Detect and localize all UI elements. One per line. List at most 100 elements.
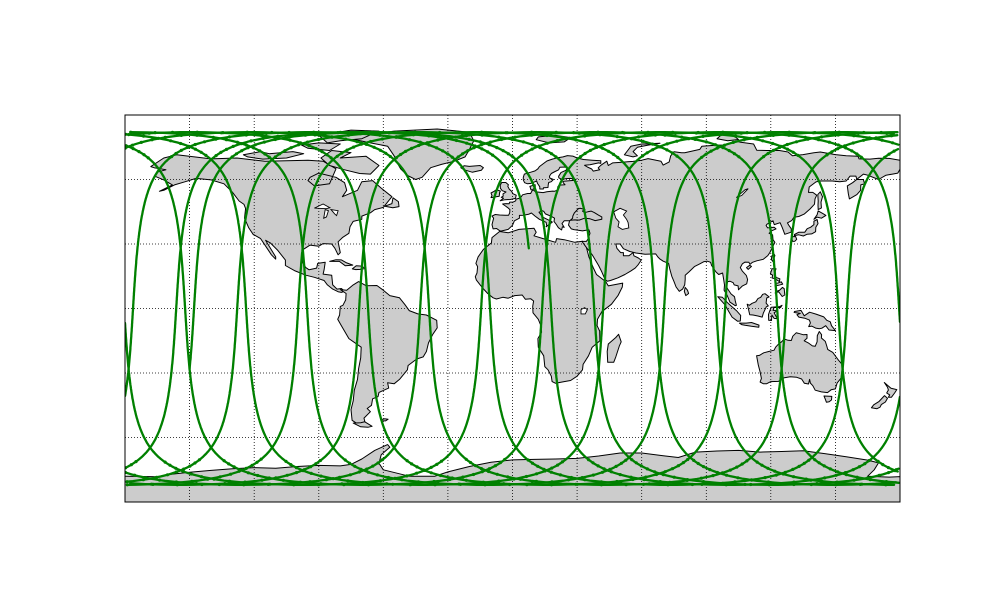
ground-track-point bbox=[887, 152, 891, 156]
ground-track-point bbox=[861, 138, 866, 142]
ground-track-point bbox=[583, 478, 587, 482]
ground-track-point bbox=[631, 477, 635, 482]
ground-track-point bbox=[791, 150, 795, 154]
ground-track-point bbox=[174, 151, 178, 156]
ground-track-point bbox=[653, 470, 657, 474]
ground-track-point bbox=[713, 143, 718, 147]
ground-track-point bbox=[585, 140, 589, 145]
ground-track-point bbox=[722, 143, 727, 147]
ground-track-point bbox=[545, 133, 549, 138]
ground-track-point bbox=[246, 471, 250, 475]
ground-track-point bbox=[129, 463, 133, 467]
ground-track-point bbox=[611, 140, 616, 144]
ground-track-point bbox=[883, 155, 887, 159]
ground-track-point bbox=[294, 466, 298, 470]
ground-track-point bbox=[658, 145, 663, 149]
ground-track-point bbox=[797, 464, 801, 468]
ground-track-point bbox=[804, 477, 808, 481]
ground-track-point bbox=[441, 149, 445, 153]
ground-track-point bbox=[171, 481, 175, 485]
ground-track-point bbox=[731, 140, 735, 144]
ground-track-point bbox=[681, 461, 686, 465]
ground-track-point bbox=[755, 135, 759, 139]
ground-track-point bbox=[413, 481, 417, 485]
ground-track-point bbox=[513, 135, 517, 139]
ground-track-point bbox=[641, 139, 645, 143]
ground-track-point bbox=[675, 154, 679, 158]
ground-track-point bbox=[250, 463, 254, 467]
ground-track-point bbox=[255, 460, 259, 464]
ground-track-point bbox=[190, 479, 194, 483]
ground-track-point bbox=[232, 465, 236, 469]
ground-track-point bbox=[701, 134, 705, 138]
ground-track-point bbox=[471, 472, 476, 477]
ground-track-point bbox=[150, 138, 154, 142]
ground-track-point bbox=[480, 130, 484, 134]
ground-track-point bbox=[504, 131, 508, 135]
ground-track-point bbox=[227, 462, 231, 466]
ground-track-point bbox=[141, 478, 145, 482]
ground-track-point bbox=[253, 143, 257, 147]
ground-track-point bbox=[378, 479, 382, 483]
ground-track-point bbox=[763, 476, 767, 480]
ground-track-point bbox=[156, 136, 161, 140]
ground-track-point bbox=[487, 469, 491, 474]
ground-track-point bbox=[685, 478, 690, 482]
ground-track-point bbox=[740, 462, 744, 466]
ground-track-point bbox=[530, 147, 534, 151]
ground-track-point bbox=[425, 141, 429, 145]
ground-track-point bbox=[602, 142, 606, 147]
ground-track-point bbox=[466, 149, 470, 153]
ground-track-point bbox=[433, 483, 437, 487]
japan-honshu-land bbox=[793, 219, 819, 237]
ground-track-point bbox=[820, 479, 824, 483]
ground-track-point bbox=[591, 473, 595, 477]
ground-track-point bbox=[274, 476, 278, 480]
ground-track-point bbox=[436, 138, 440, 142]
tierra-del-fuego-land bbox=[352, 421, 373, 428]
ground-track-segment bbox=[126, 131, 898, 486]
ground-track-segment bbox=[125, 131, 900, 486]
ground-track-point bbox=[380, 137, 384, 141]
ground-track-point bbox=[498, 461, 502, 465]
ground-track-point bbox=[227, 479, 232, 483]
ground-track-point bbox=[134, 460, 138, 464]
ground-track-point bbox=[239, 142, 243, 146]
arctic-islands-2-land bbox=[301, 142, 341, 151]
ground-track-point bbox=[852, 134, 856, 138]
ground-track-point bbox=[139, 140, 143, 144]
ground-track-point bbox=[716, 132, 720, 136]
ground-track-point bbox=[230, 155, 234, 159]
ground-track-point bbox=[503, 457, 507, 462]
newfoundland-land bbox=[384, 197, 400, 209]
ground-track-point bbox=[506, 475, 510, 479]
ground-track-point bbox=[835, 480, 839, 484]
ground-track-point bbox=[701, 480, 706, 484]
ground-track-point bbox=[480, 133, 484, 137]
ground-track-point bbox=[727, 149, 731, 153]
ground-track-point bbox=[792, 482, 796, 487]
graticule bbox=[125, 115, 900, 502]
ground-track-point bbox=[634, 461, 638, 465]
ground-track-point bbox=[785, 142, 789, 147]
borneo-land bbox=[746, 293, 770, 318]
ground-track-point bbox=[558, 473, 563, 477]
ground-track-point bbox=[817, 461, 821, 465]
ground-track-point bbox=[639, 464, 643, 468]
ground-track-point bbox=[645, 467, 649, 471]
sri-lanka-land bbox=[683, 286, 690, 297]
ground-track-point bbox=[437, 133, 441, 137]
ground-track-point bbox=[851, 141, 855, 145]
ground-track-point bbox=[535, 472, 539, 476]
ground-track-point bbox=[675, 139, 679, 143]
ground-track-point bbox=[574, 482, 578, 486]
ground-track-point bbox=[545, 141, 549, 145]
ground-track-point bbox=[273, 155, 277, 159]
ground-track-point bbox=[487, 143, 491, 147]
ground-track-point bbox=[767, 483, 771, 487]
ground-track-point bbox=[394, 156, 398, 160]
ground-track-point bbox=[125, 483, 129, 487]
ground-track-point bbox=[461, 475, 465, 479]
ground-track-segment bbox=[188, 131, 900, 486]
new-zealand-north-land bbox=[883, 382, 898, 398]
